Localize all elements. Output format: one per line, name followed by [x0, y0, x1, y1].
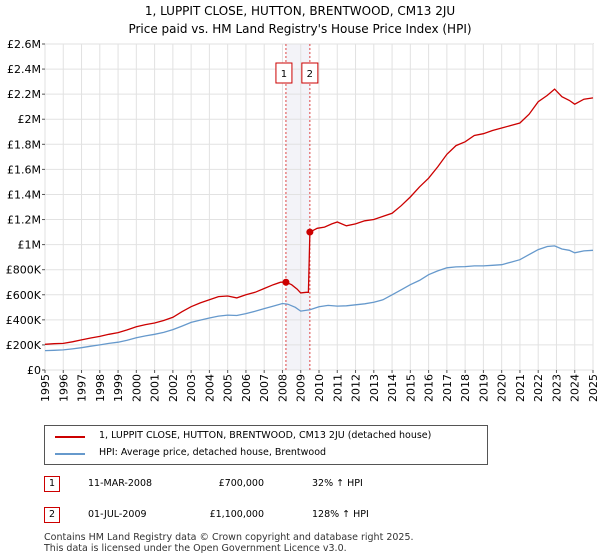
x-tick-label: 2002 — [167, 374, 180, 402]
chart-title-line2: Price paid vs. HM Land Registry's House … — [128, 22, 472, 36]
x-tick-label: 2023 — [550, 374, 563, 402]
x-tick-label: 2013 — [368, 374, 381, 402]
x-tick-label: 2010 — [313, 374, 326, 402]
sale-marker — [282, 278, 290, 286]
y-tick-label: £2.4M — [7, 63, 41, 76]
y-tick-label: £800K — [6, 264, 42, 277]
x-tick-label: 2018 — [459, 374, 472, 402]
y-tick-label: £0 — [27, 364, 41, 377]
y-tick-label: £2.2M — [7, 88, 41, 101]
x-tick-label: 2022 — [532, 374, 545, 402]
y-tick-label: £2M — [18, 113, 42, 126]
x-tick-label: 1998 — [94, 374, 107, 402]
legend-swatch-hpi — [55, 453, 85, 455]
x-tick-label: 2012 — [350, 374, 363, 402]
x-tick-label: 2017 — [441, 374, 454, 402]
transaction-row: 1 11-MAR-2008 £700,000 32% ↑ HPI — [44, 476, 564, 494]
y-tick-label: £1.4M — [7, 188, 41, 201]
x-tick-label: 2019 — [477, 374, 490, 402]
transaction-price: £1,100,000 — [209, 509, 264, 520]
price-chart: £0 £200K £400K £600K £800K £1M £1.2M £1.4M £1.6M… — [6, 38, 600, 402]
transaction-hpi-change: 128% ↑ HPI — [312, 509, 369, 520]
y-tick-label: £1M — [18, 239, 42, 252]
x-tick-label: 2021 — [514, 374, 527, 402]
y-tick-label: £2.6M — [7, 38, 41, 51]
footer-copyright: Contains HM Land Registry data © Crown c… — [44, 532, 414, 543]
y-tick-label: £600K — [6, 289, 42, 302]
x-tick-label: 2004 — [203, 374, 216, 402]
x-tick-label: 1999 — [112, 374, 125, 402]
x-tick-label: 2003 — [185, 374, 198, 402]
x-tick-label: 2011 — [331, 374, 344, 402]
x-tick-label: 2005 — [222, 374, 235, 402]
sale-annotation: 2 — [301, 62, 319, 84]
annotation-box — [301, 62, 319, 84]
transaction-hpi-change: 32% ↑ HPI — [312, 478, 363, 489]
transaction-number: 1 — [44, 476, 60, 492]
transaction-date: 01-JUL-2009 — [88, 509, 147, 520]
x-tick-label: 1995 — [39, 374, 52, 402]
sale-annotation: 1 — [275, 62, 293, 84]
x-tick-label: 2014 — [386, 374, 399, 402]
annotation-box — [275, 62, 293, 84]
x-tick-label: 2006 — [240, 374, 253, 402]
chart-legend: 1, LUPPIT CLOSE, HUTTON, BRENTWOOD, CM13… — [44, 425, 488, 465]
y-tick-label: £200K — [6, 339, 42, 352]
y-tick-label: £1.8M — [7, 138, 41, 151]
x-tick-label: 1997 — [76, 374, 89, 402]
sale-marker — [306, 228, 314, 236]
x-tick-label: 2020 — [496, 374, 509, 402]
x-tick-label: 2001 — [149, 374, 162, 402]
y-tick-label: £1.2M — [7, 214, 41, 227]
transaction-price: £700,000 — [218, 478, 264, 489]
transaction-number: 2 — [44, 507, 60, 523]
y-tick-label: £1.6M — [7, 163, 41, 176]
sale-period-band — [285, 44, 310, 370]
x-tick-label: 2025 — [587, 374, 600, 402]
hpi-series-line — [44, 245, 594, 352]
footer-licence: This data is licensed under the Open Gov… — [44, 543, 347, 554]
legend-swatch-property — [55, 436, 85, 438]
transaction-row: 2 01-JUL-2009 £1,100,000 128% ↑ HPI — [44, 507, 564, 525]
chart-title-line1: 1, LUPPIT CLOSE, HUTTON, BRENTWOOD, CM13… — [144, 4, 456, 18]
annotation-label: 1 — [281, 69, 287, 80]
legend-label-hpi: HPI: Average price, detached house, Bren… — [99, 447, 327, 458]
x-tick-label: 2024 — [569, 374, 582, 402]
annotation-label: 2 — [307, 69, 313, 80]
x-tick-label: 2009 — [295, 374, 308, 402]
x-tick-label: 2015 — [404, 374, 417, 402]
x-tick-label: 2008 — [276, 374, 289, 402]
y-tick-label: £400K — [6, 314, 42, 327]
x-tick-label: 1996 — [57, 374, 70, 402]
x-tick-label: 2000 — [130, 374, 143, 402]
x-tick-label: 2016 — [423, 374, 436, 402]
legend-label-property: 1, LUPPIT CLOSE, HUTTON, BRENTWOOD, CM13… — [99, 430, 432, 441]
x-tick-label: 2007 — [258, 374, 271, 402]
transaction-date: 11-MAR-2008 — [88, 478, 153, 489]
